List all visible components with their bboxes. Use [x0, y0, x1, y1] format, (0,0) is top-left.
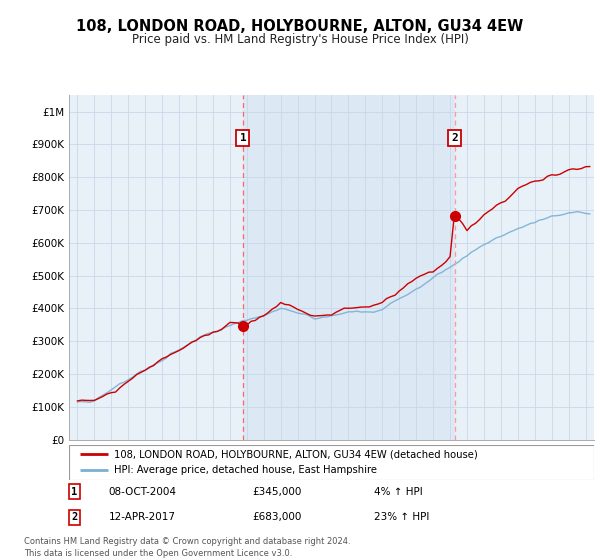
Text: £345,000: £345,000: [253, 487, 302, 497]
Text: 1: 1: [71, 487, 77, 497]
Text: 2: 2: [451, 133, 458, 143]
Text: 08-OCT-2004: 08-OCT-2004: [109, 487, 176, 497]
Text: 1: 1: [239, 133, 247, 143]
FancyBboxPatch shape: [69, 445, 594, 480]
Text: HPI: Average price, detached house, East Hampshire: HPI: Average price, detached house, East…: [113, 465, 377, 475]
Text: 2: 2: [71, 512, 77, 522]
Text: 23% ↑ HPI: 23% ↑ HPI: [373, 512, 429, 522]
Bar: [243, 95, 455, 440]
Text: £683,000: £683,000: [253, 512, 302, 522]
Text: Contains HM Land Registry data © Crown copyright and database right 2024.
This d: Contains HM Land Registry data © Crown c…: [24, 537, 350, 558]
Text: 4% ↑ HPI: 4% ↑ HPI: [373, 487, 422, 497]
Text: 12-APR-2017: 12-APR-2017: [109, 512, 175, 522]
Text: Price paid vs. HM Land Registry's House Price Index (HPI): Price paid vs. HM Land Registry's House …: [131, 32, 469, 46]
Text: 108, LONDON ROAD, HOLYBOURNE, ALTON, GU34 4EW: 108, LONDON ROAD, HOLYBOURNE, ALTON, GU3…: [76, 20, 524, 34]
Text: 108, LONDON ROAD, HOLYBOURNE, ALTON, GU34 4EW (detached house): 108, LONDON ROAD, HOLYBOURNE, ALTON, GU3…: [113, 449, 478, 459]
